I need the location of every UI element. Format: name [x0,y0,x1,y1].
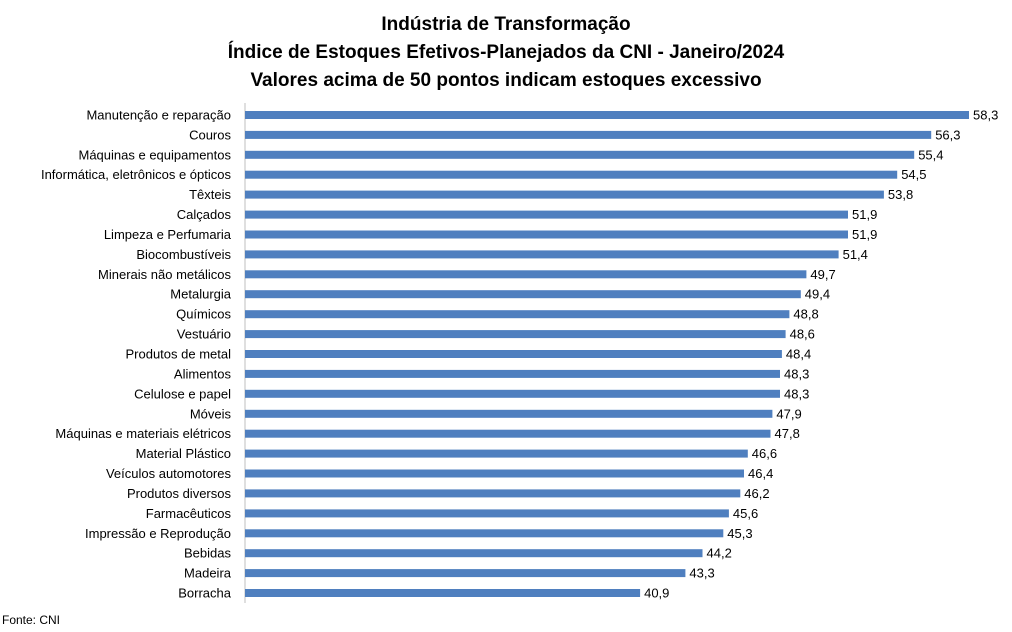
category-label: Máquinas e materiais elétricos [55,426,231,441]
bar [245,290,801,299]
category-label: Têxteis [189,187,231,202]
value-label: 51,9 [852,227,877,242]
bar [245,250,839,259]
value-label: 51,4 [843,247,868,262]
category-label: Produtos diversos [127,486,232,501]
category-label: Metalurgia [170,287,231,302]
value-label: 48,3 [784,366,809,381]
category-label: Máquinas e equipamentos [79,147,232,162]
category-label: Manutenção e reparação [86,108,231,123]
value-label: 48,6 [790,327,815,342]
value-label: 47,8 [775,426,800,441]
bar [245,170,898,179]
bar [245,111,969,119]
value-label: 51,9 [852,207,877,222]
bar [245,210,848,219]
bar [245,449,748,458]
category-label: Farmacêuticos [146,506,232,521]
category-label: Bebidas [184,546,231,561]
category-label: Limpeza e Perfumaria [104,227,232,242]
value-label: 45,3 [727,526,752,541]
value-label: 53,8 [888,187,913,202]
bar [245,369,780,378]
value-label: 43,3 [689,566,714,581]
source-note: Fonte: CNI [2,613,60,627]
value-label: 44,2 [707,546,732,561]
value-label: 40,9 [644,586,669,601]
bar [245,469,744,478]
bar [245,529,724,538]
value-label: 49,4 [805,287,830,302]
category-label: Biocombustíveis [136,247,231,262]
bar [245,429,771,438]
bar [245,589,641,597]
category-label: Veículos automotores [106,466,232,481]
value-label: 48,4 [786,347,811,362]
category-label: Material Plástico [136,446,231,461]
bar [245,270,807,279]
bar [245,409,773,418]
value-labels: 58,3 56,3 55,4 54,5 53,8 51,9 51,9 51,4 49,7 49,4… [644,108,998,601]
value-label: 54,5 [901,167,926,182]
bar [245,330,786,339]
bar [245,190,884,199]
chart-title: Indústria de Transformação Índice de Est… [228,14,785,91]
category-label: Informática, eletrônicos e ópticos [41,167,232,182]
bar [245,150,915,159]
value-label: 46,2 [744,486,769,501]
category-label: Minerais não metálicos [98,267,231,282]
bar [245,130,932,139]
chart-title-line-3: Valores acima de 50 pontos indicam estoq… [250,70,761,91]
category-label: Alimentos [174,366,232,381]
value-label: 48,3 [784,386,809,401]
bars-group [245,111,969,597]
category-labels: Manutenção e reparação Couros Máquinas e e… [41,108,232,601]
chart-title-line-2: Índice de Estoques Efetivos-Planejados d… [228,41,785,63]
value-label: 58,3 [973,108,998,123]
bar [245,350,782,358]
bar [245,310,790,319]
value-label: 55,4 [918,147,943,162]
chart-title-line-1: Indústria de Transformação [381,14,630,35]
bar [245,509,729,518]
category-label: Madeira [184,566,232,581]
value-label: 45,6 [733,506,758,521]
category-label: Móveis [190,406,232,421]
value-label: 47,9 [776,406,801,421]
category-label: Impressão e Reprodução [85,526,231,541]
category-label: Celulose e papel [134,386,231,401]
bar [245,549,703,558]
category-label: Calçados [177,207,232,222]
value-label: 56,3 [935,127,960,142]
bar [245,230,848,239]
bar [245,489,741,498]
value-label: 46,6 [752,446,777,461]
category-label: Produtos de metal [125,347,231,362]
value-label: 49,7 [810,267,835,282]
category-label: Borracha [178,586,232,601]
bar [245,389,780,398]
value-label: 48,8 [793,307,818,322]
category-label: Vestuário [177,327,231,342]
category-label: Couros [189,127,231,142]
bar [245,569,686,578]
value-label: 46,4 [748,466,773,481]
category-label: Químicos [176,307,231,322]
